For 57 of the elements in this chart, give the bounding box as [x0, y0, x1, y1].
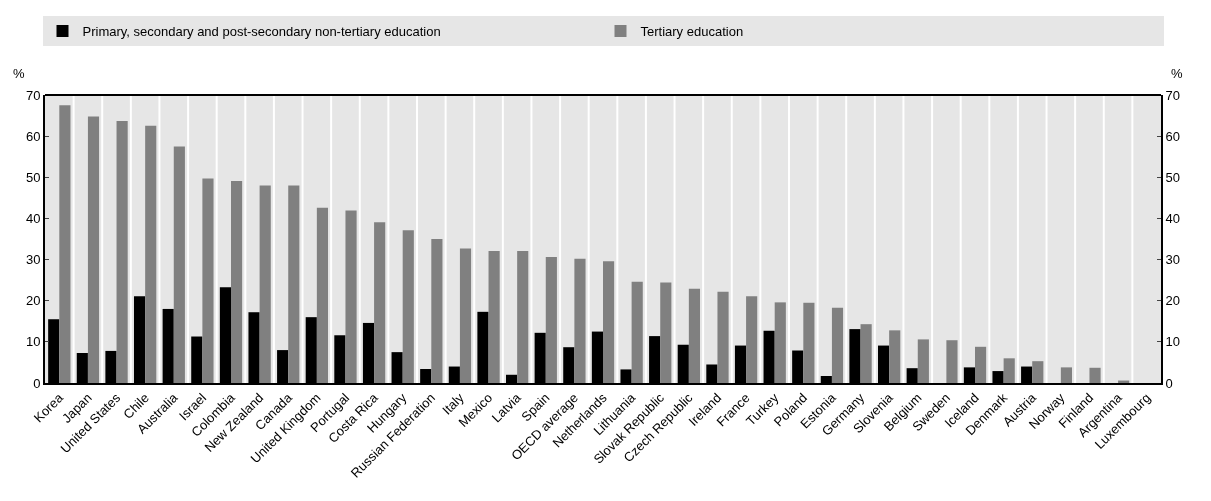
bar	[459, 248, 472, 383]
bar	[717, 291, 729, 383]
bar	[231, 180, 243, 383]
y2-tick-label: 60	[1165, 128, 1181, 144]
bar	[1032, 361, 1044, 383]
legend-label: Primary, secondary and post-secondary non-tertiary education	[82, 24, 441, 40]
bar	[202, 178, 214, 383]
y-tick-label: 40	[25, 210, 41, 226]
y2-tick-label: 50	[1165, 169, 1181, 185]
bar	[889, 330, 901, 383]
bar	[1089, 367, 1101, 383]
bar	[603, 261, 615, 383]
bar	[145, 125, 157, 383]
y2-tick-label: 30	[1165, 252, 1181, 268]
bar	[774, 302, 786, 383]
bar	[1060, 367, 1073, 383]
bar	[345, 210, 357, 383]
y-axis-title: %	[13, 66, 25, 81]
y-tick-label: 30	[25, 252, 41, 268]
bar	[173, 146, 185, 383]
bar	[116, 120, 128, 383]
bar	[917, 339, 929, 383]
y-tick-label: 0	[33, 375, 41, 391]
bar	[517, 250, 529, 383]
legend-label: Tertiary education	[640, 24, 744, 40]
y-tick-label: 50	[25, 169, 41, 185]
bar	[431, 239, 443, 383]
y2-tick-label: 40	[1165, 210, 1181, 226]
bar	[59, 105, 71, 383]
bar	[660, 282, 672, 383]
y-tick-label: 20	[25, 293, 41, 309]
bar	[803, 302, 815, 383]
y-tick-label: 70	[25, 87, 41, 103]
bar	[860, 324, 872, 383]
bar	[545, 257, 557, 383]
bar	[946, 340, 958, 383]
bar	[402, 230, 414, 383]
y2-axis-title: %	[1171, 66, 1183, 81]
bar	[259, 185, 271, 383]
bar	[316, 207, 329, 383]
bar	[374, 222, 386, 383]
bar	[975, 346, 987, 383]
bar	[746, 296, 758, 383]
bar	[1003, 358, 1015, 383]
bar	[831, 307, 844, 383]
y-tick-label: 60	[25, 128, 41, 144]
bar	[574, 258, 586, 383]
y2-tick-label: 0	[1165, 375, 1173, 391]
y2-tick-label: 10	[1165, 334, 1181, 350]
bar	[488, 250, 500, 383]
y2-tick-label: 70	[1165, 87, 1181, 103]
y-tick-label: 10	[25, 334, 41, 350]
bar	[631, 281, 643, 383]
bar	[688, 288, 701, 383]
bar	[288, 185, 300, 383]
bar	[87, 116, 100, 383]
y2-tick-label: 20	[1165, 293, 1181, 309]
